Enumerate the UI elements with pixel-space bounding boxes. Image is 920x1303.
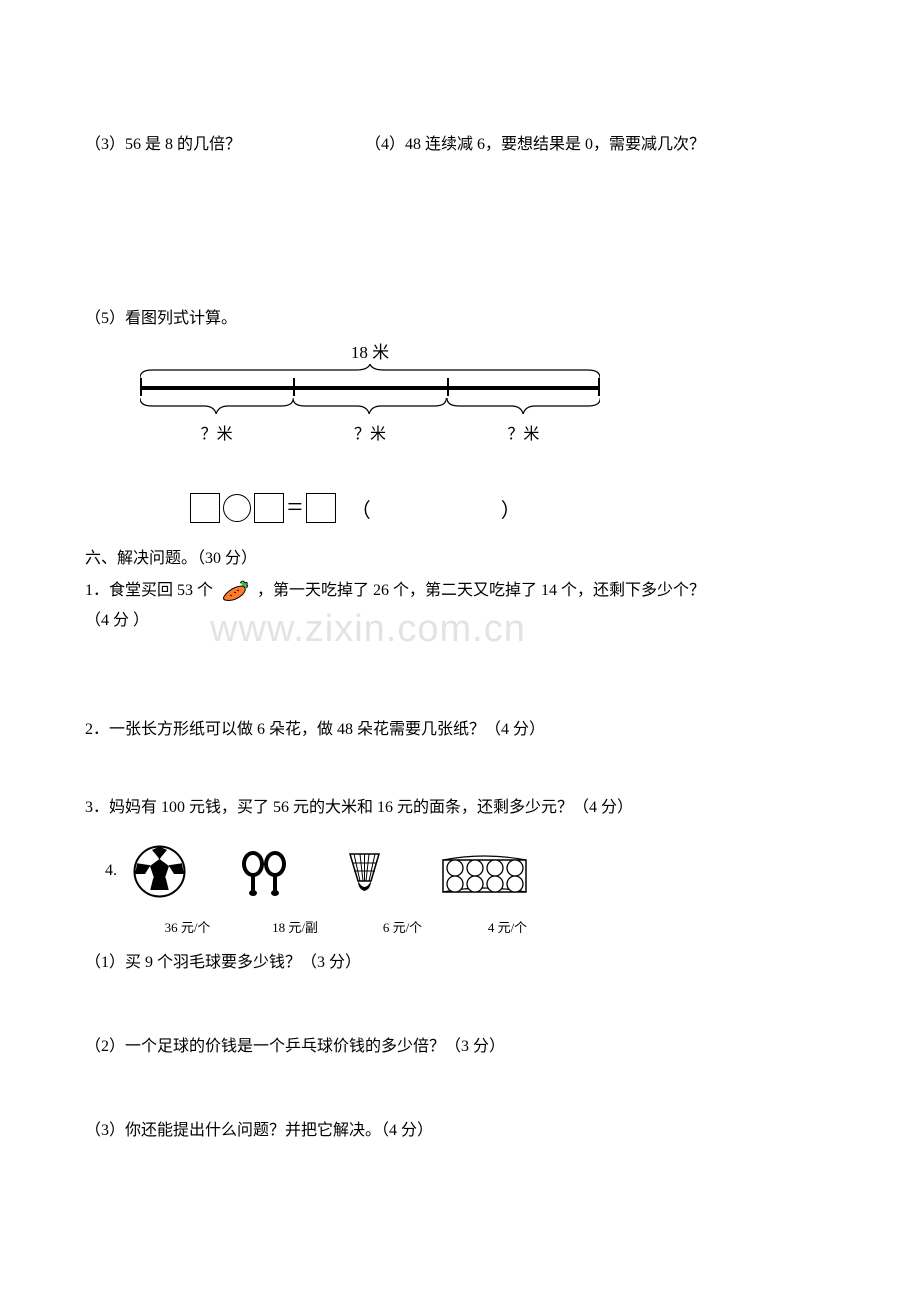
brace-bottom-row [140,396,600,414]
equation-box-3 [306,493,336,523]
question-6-4-3: （3）你还能提出什么问题？并把它解决。（4 分） [85,1116,835,1140]
item-racket [237,844,292,899]
equation-parenthesis: （ ） [351,494,551,523]
question-6-3: 3．妈妈有 100 元钱，买了 56 元的大米和 16 元的面条，还剩多少元？（… [85,793,835,823]
q1-text-b: ，第一天吃掉了 26 个，第二天又吃掉了 14 个，还剩下多少个？ [257,582,705,599]
item-soccer [132,844,187,899]
item-pingpong [437,844,532,899]
question-6-2: 2．一张长方形纸可以做 6 朵花，做 48 朵花需要几张纸？（4 分） [85,715,835,745]
tick-1 [293,378,295,396]
question-6-1: 1．食堂买回 53 个 ，第一天吃掉了 26 个，第二天又吃掉了 14 个，还剩… [85,576,835,637]
page: （3）56 是 8 的几倍？ （4）48 连续减 6，要想结果是 0，需要减几次… [0,0,920,1220]
equation-box-2 [254,493,284,523]
part-labels: ？米 ？米 ？米 [140,420,600,444]
soccer-icon [132,844,187,899]
question-3: （3）56 是 8 的几倍？ [85,130,365,154]
q1-points: （4 分 ） [85,612,149,629]
total-label: 18 米 [140,338,600,363]
tick-2 [447,378,449,396]
question-6-4-label: 4. [105,844,117,880]
question-6-4-1: （1）买 9 个羽毛球要多少钱？（3 分） [85,948,835,972]
pingpong-icon [437,844,532,899]
equals-sign: = [287,492,303,524]
carrot-icon [221,580,249,602]
part-label-1: ？米 [140,420,293,444]
price-pingpong: 4 元/个 [455,917,560,936]
spacer [85,745,835,785]
section-6: 六、解决问题。（30 分） 1．食堂买回 53 个 ，第一天吃掉了 26 个，第… [85,544,835,1140]
equation-box-1 [190,493,220,523]
section-6-head: 六、解决问题。（30 分） [85,544,835,568]
racket-icon [237,844,292,899]
main-line [140,386,600,390]
question-4: （4）48 连续减 6，要想结果是 0，需要减几次？ [365,130,705,154]
shuttle-icon [342,844,387,899]
part-label-2: ？米 [293,420,446,444]
price-row: 36 元/个 18 元/副 6 元/个 4 元/个 [135,917,835,936]
item-row: 4. [105,844,835,899]
question-5-head: （5）看图列式计算。 [85,304,835,328]
part-label-3: ？米 [447,420,600,444]
price-shuttle: 6 元/个 [350,917,455,936]
brace-top [140,364,600,380]
price-racket: 18 元/副 [240,917,350,936]
spacer [85,637,835,707]
equation-operator-circle [223,494,251,522]
bracket-diagram: 18 米 ？米 ？米 ？米 [140,342,600,482]
item-shuttle [342,844,387,899]
q1-text-a: 1．食堂买回 53 个 [85,582,213,599]
question-row-3-4: （3）56 是 8 的几倍？ （4）48 连续减 6，要想结果是 0，需要减几次… [85,130,835,154]
question-6-4-2: （2）一个足球的价钱是一个乒乓球价钱的多少倍？（3 分） [85,1032,835,1056]
price-soccer: 36 元/个 [135,917,240,936]
equation: = （ ） [190,492,835,524]
end-tick-right [598,378,600,396]
